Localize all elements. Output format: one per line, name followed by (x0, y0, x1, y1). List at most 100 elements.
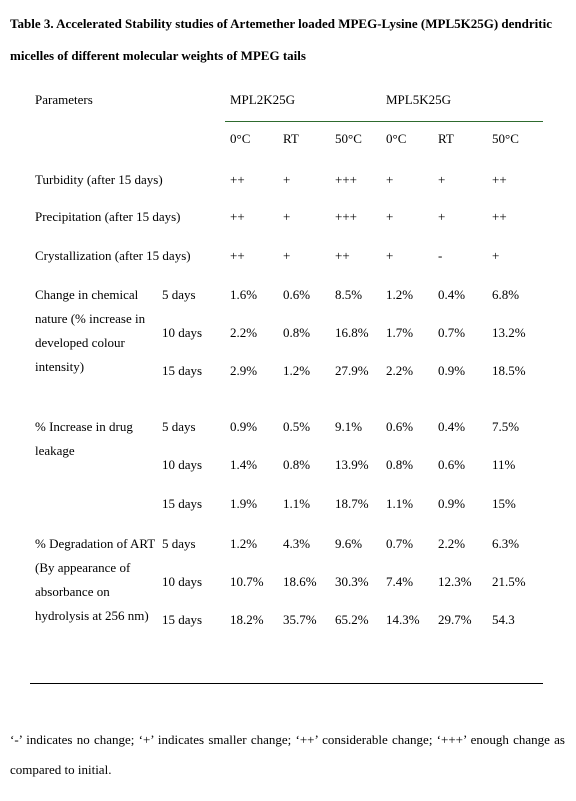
cell: 0.7% (386, 536, 414, 551)
cell: 10.7% (230, 574, 264, 589)
cell: + (283, 248, 291, 263)
cell: + (492, 248, 500, 263)
cell: ++ (230, 172, 245, 187)
cell: 30.3% (335, 574, 369, 589)
header-rule (225, 121, 543, 122)
cell: 16.8% (335, 325, 369, 340)
cell: 0.5% (283, 419, 311, 434)
cell: + (386, 248, 394, 263)
cell: 1.1% (386, 496, 414, 511)
cell: 14.3% (386, 612, 420, 627)
cell: 18.7% (335, 496, 369, 511)
cell: 13.2% (492, 325, 526, 340)
row-label: % Increase in drug leakage (35, 419, 133, 458)
cell: 0.4% (438, 419, 466, 434)
footnote: ‘-’ indicates no change; ‘+’ indicates s… (10, 732, 565, 777)
table-title: Table 3. Accelerated Stability studies o… (10, 16, 552, 63)
cell: 9.1% (335, 419, 363, 434)
cell: 6.3% (492, 536, 520, 551)
cell: 12.3% (438, 574, 472, 589)
cell: + (386, 172, 394, 187)
cell: 0.6% (283, 287, 311, 302)
column-header: 0°C (386, 131, 407, 146)
cell: 65.2% (335, 612, 369, 627)
column-header: 50°C (492, 131, 519, 146)
row-label: Precipitation (after 15 days) (35, 209, 181, 224)
cell: 6.8% (492, 287, 520, 302)
cell: +++ (335, 209, 357, 224)
cell: 8.5% (335, 287, 363, 302)
subrow-label: 10 days (162, 325, 203, 340)
cell: 4.3% (283, 536, 311, 551)
row-label: % Degradation of ART (By appearance of a… (35, 536, 155, 623)
cell: 2.2% (230, 325, 258, 340)
cell: 0.7% (438, 325, 466, 340)
cell: 15% (492, 496, 516, 511)
subrow-label: 5 days (162, 419, 196, 434)
subrow-label: 15 days (162, 612, 203, 627)
row-label: Turbidity (after 15 days) (35, 172, 163, 187)
cell: - (438, 248, 443, 263)
cell: 18.6% (283, 574, 317, 589)
cell: 29.7% (438, 612, 472, 627)
subrow-label: 10 days (162, 457, 203, 472)
cell: 1.2% (386, 287, 414, 302)
subrow-label: 5 days (162, 536, 196, 551)
cell: 1.7% (386, 325, 414, 340)
cell: 0.8% (283, 325, 311, 340)
bottom-rule (30, 683, 543, 684)
subrow-label: 10 days (162, 574, 203, 589)
column-header: RT (283, 131, 299, 146)
cell: ++ (492, 209, 507, 224)
cell: 13.9% (335, 457, 369, 472)
cell: 0.8% (283, 457, 311, 472)
cell: ++ (230, 209, 245, 224)
cell: 18.2% (230, 612, 264, 627)
cell: 7.4% (386, 574, 414, 589)
cell: + (438, 172, 446, 187)
cell: 1.6% (230, 287, 258, 302)
cell: 2.9% (230, 363, 258, 378)
cell: ++ (230, 248, 245, 263)
row-label: Crystallization (after 15 days) (35, 248, 191, 263)
cell: 18.5% (492, 363, 526, 378)
cell: 2.2% (438, 536, 466, 551)
group-header: MPL5K25G (386, 92, 452, 107)
cell: + (283, 172, 291, 187)
cell: 0.4% (438, 287, 466, 302)
cell: 1.9% (230, 496, 258, 511)
cell: 0.9% (230, 419, 258, 434)
cell: 0.9% (438, 496, 466, 511)
cell: 0.8% (386, 457, 414, 472)
cell: 9.6% (335, 536, 363, 551)
cell: 0.9% (438, 363, 466, 378)
subrow-label: 5 days (162, 287, 196, 302)
cell: 0.6% (438, 457, 466, 472)
group-header: MPL2K25G (230, 92, 296, 107)
subrow-label: 15 days (162, 363, 203, 378)
row-label: Change in chemical nature (% increase in… (35, 287, 146, 374)
cell: 11% (492, 457, 516, 472)
cell: + (283, 209, 291, 224)
cell: 27.9% (335, 363, 369, 378)
cell: 1.2% (230, 536, 258, 551)
column-header: RT (438, 131, 454, 146)
cell: 35.7% (283, 612, 317, 627)
column-header: 0°C (230, 131, 251, 146)
cell: 54.3 (492, 612, 515, 627)
cell: 7.5% (492, 419, 520, 434)
cell: + (438, 209, 446, 224)
cell: 2.2% (386, 363, 414, 378)
cell: ++ (492, 172, 507, 187)
column-header: 50°C (335, 131, 362, 146)
cell: 1.4% (230, 457, 258, 472)
subrow-label: 15 days (162, 496, 203, 511)
cell: ++ (335, 248, 350, 263)
cell: +++ (335, 172, 357, 187)
cell: + (386, 209, 394, 224)
cell: 0.6% (386, 419, 414, 434)
header-parameters: Parameters (35, 92, 93, 107)
cell: 1.2% (283, 363, 311, 378)
cell: 1.1% (283, 496, 311, 511)
